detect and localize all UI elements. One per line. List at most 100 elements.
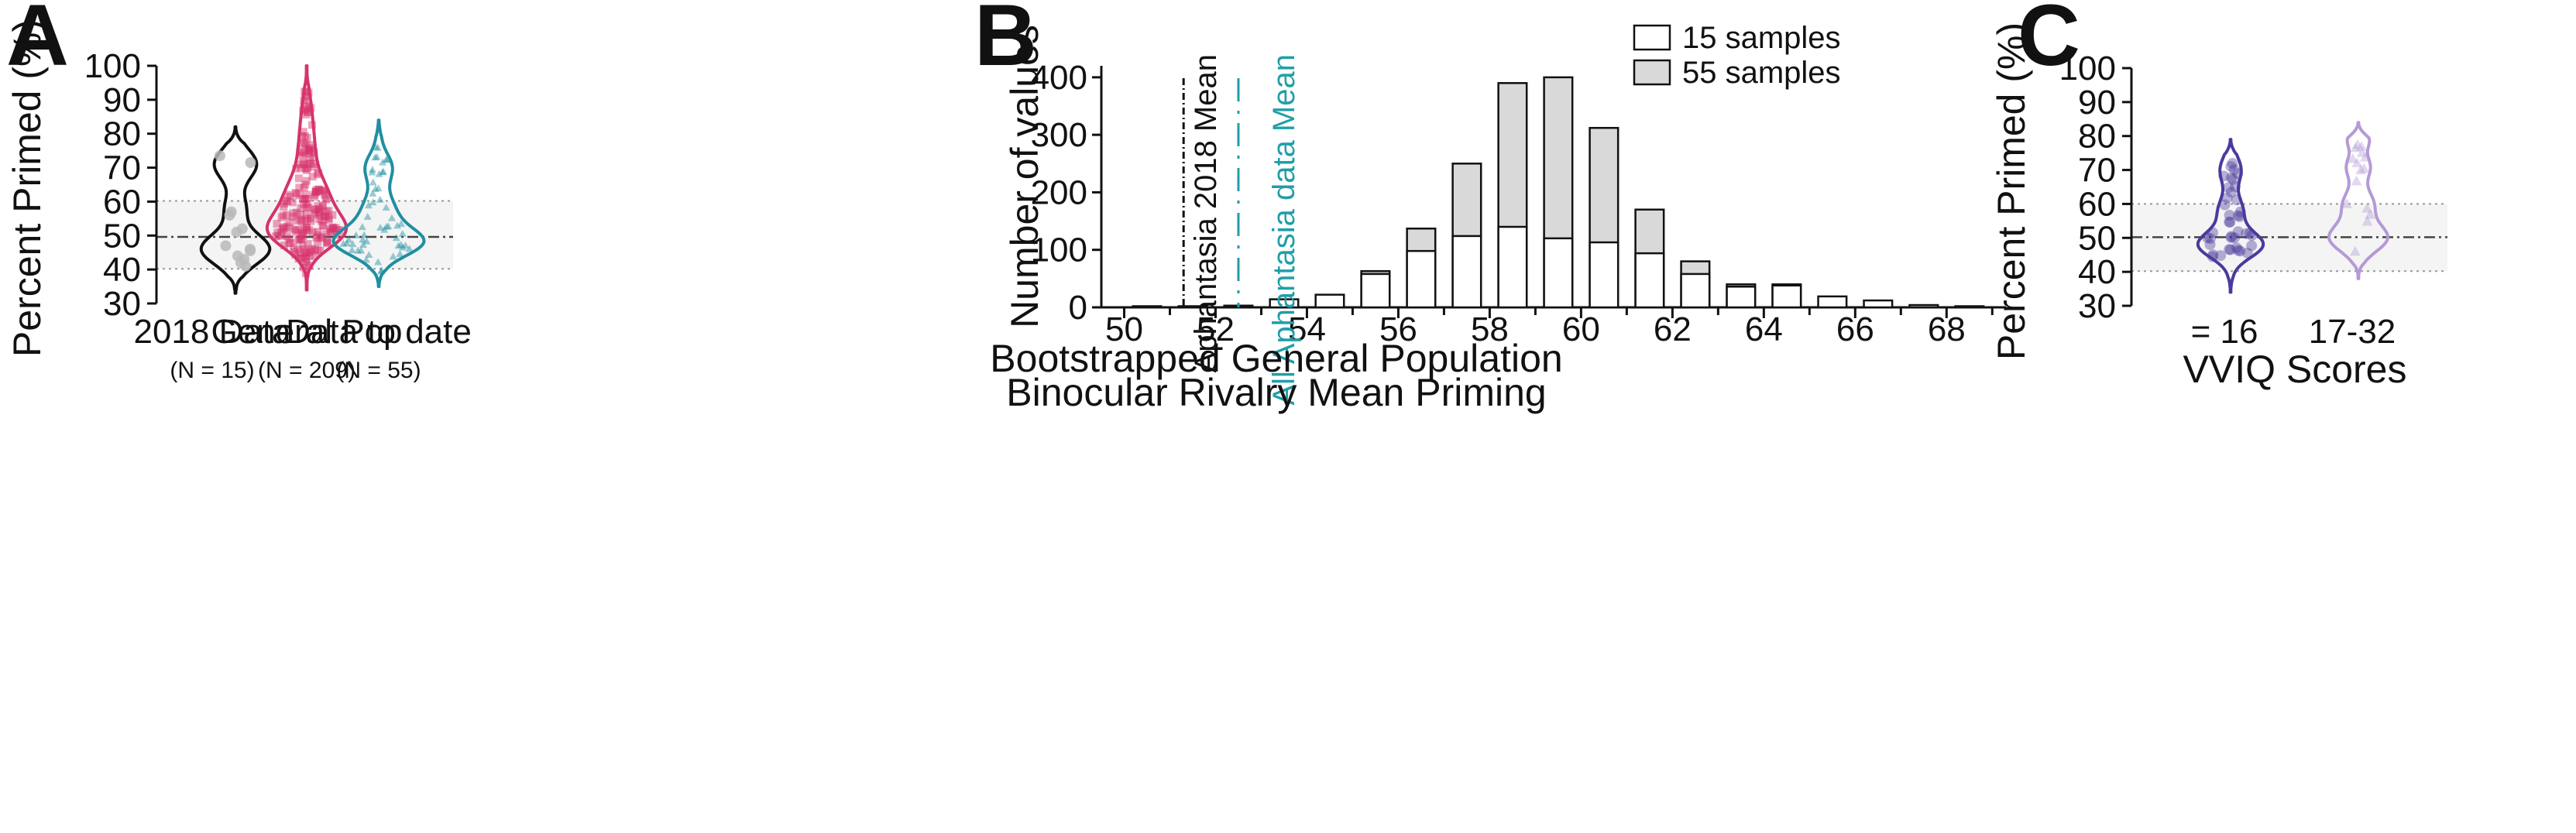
data-point xyxy=(304,147,313,156)
data-point xyxy=(280,203,288,211)
data-point xyxy=(273,228,282,237)
data-point xyxy=(314,207,323,216)
data-point xyxy=(304,146,312,155)
data-point xyxy=(300,96,308,105)
y-tick-label: 90 xyxy=(2078,84,2116,122)
data-point xyxy=(2224,244,2236,255)
data-point xyxy=(322,238,331,246)
y-tick-label: 100 xyxy=(2059,50,2116,87)
data-point xyxy=(333,226,342,235)
category-n-label: (N = 55) xyxy=(336,358,421,383)
data-point xyxy=(298,148,307,156)
data-point xyxy=(220,240,232,252)
data-point xyxy=(314,185,323,194)
bar-15-samples xyxy=(1680,273,1711,309)
data-point xyxy=(382,222,390,230)
y-tick-label: 100 xyxy=(1031,231,1087,269)
bar-15-samples xyxy=(1771,284,1802,309)
x-tick-label: 54 xyxy=(1288,310,1326,348)
x-tick-label: 56 xyxy=(1379,310,1417,348)
data-point xyxy=(314,231,322,239)
data-point xyxy=(300,225,308,233)
y-tick-label: 70 xyxy=(103,149,141,187)
data-point xyxy=(321,195,330,204)
data-point xyxy=(2218,170,2230,182)
data-point xyxy=(349,240,357,248)
data-point xyxy=(288,198,297,207)
data-point xyxy=(303,261,311,269)
violin-general-pop xyxy=(265,64,349,292)
data-point xyxy=(301,194,309,203)
data-point xyxy=(394,242,403,249)
all-aphantasia-mean-label: All Aphantasia data Mean xyxy=(1267,54,1301,406)
data-point xyxy=(2341,198,2352,208)
data-point xyxy=(299,201,307,209)
data-point xyxy=(322,207,331,215)
legend-label-55-samples: 55 samples xyxy=(1682,56,1841,90)
data-point xyxy=(2365,208,2376,219)
data-point xyxy=(318,201,327,210)
data-point xyxy=(283,190,292,199)
data-point xyxy=(327,228,335,236)
panel-b-letter: B xyxy=(974,0,1037,84)
data-point xyxy=(314,186,323,194)
data-point xyxy=(376,223,385,231)
data-point xyxy=(298,242,307,250)
data-point xyxy=(322,194,331,203)
data-point xyxy=(224,209,235,221)
data-point xyxy=(297,218,306,226)
y-tick-label: 60 xyxy=(2078,185,2116,223)
bar-15-samples xyxy=(1497,225,1528,309)
y-tick-label: 300 xyxy=(1031,116,1087,154)
data-point xyxy=(328,211,337,219)
data-point xyxy=(304,102,313,111)
data-point xyxy=(294,226,303,235)
y-tick-label: 80 xyxy=(103,115,141,153)
data-point xyxy=(306,159,314,167)
data-point xyxy=(299,263,307,272)
data-point xyxy=(299,139,307,148)
data-point xyxy=(307,214,315,222)
category-label: 17-32 xyxy=(2309,313,2396,351)
data-point xyxy=(297,235,305,243)
data-point xyxy=(297,235,306,243)
data-point xyxy=(2207,227,2219,238)
data-point xyxy=(374,258,383,266)
y-tick-label: 30 xyxy=(103,285,141,323)
bar-15-samples xyxy=(1908,303,1939,309)
data-point xyxy=(302,87,311,96)
data-point xyxy=(304,108,312,116)
data-point xyxy=(304,163,312,172)
data-point xyxy=(318,221,327,230)
data-point xyxy=(299,128,307,136)
data-point xyxy=(311,187,320,196)
data-point xyxy=(311,188,320,197)
data-point xyxy=(304,88,313,97)
data-point xyxy=(2232,245,2244,256)
data-point xyxy=(288,212,297,221)
data-point xyxy=(365,251,373,259)
data-point xyxy=(302,211,311,219)
violin-outline xyxy=(199,125,272,295)
category-label: = 16 xyxy=(2191,313,2258,351)
data-point xyxy=(362,237,371,245)
data-point xyxy=(307,141,315,149)
panel-c-y-axis-title: Percent Primed (%) xyxy=(1990,22,2033,360)
bar-15-samples xyxy=(1589,241,1619,309)
data-point xyxy=(297,230,306,238)
data-point xyxy=(354,246,362,254)
data-point xyxy=(311,245,319,253)
data-point xyxy=(280,200,289,208)
data-point xyxy=(301,87,309,96)
y-tick-label: 50 xyxy=(103,217,141,255)
data-point xyxy=(302,190,311,199)
data-point xyxy=(303,92,311,101)
data-point xyxy=(301,180,310,189)
data-point xyxy=(2241,228,2252,239)
data-point xyxy=(316,208,325,217)
data-point xyxy=(305,248,314,256)
data-point xyxy=(303,214,311,223)
data-point xyxy=(303,159,311,168)
data-point xyxy=(2350,142,2361,153)
